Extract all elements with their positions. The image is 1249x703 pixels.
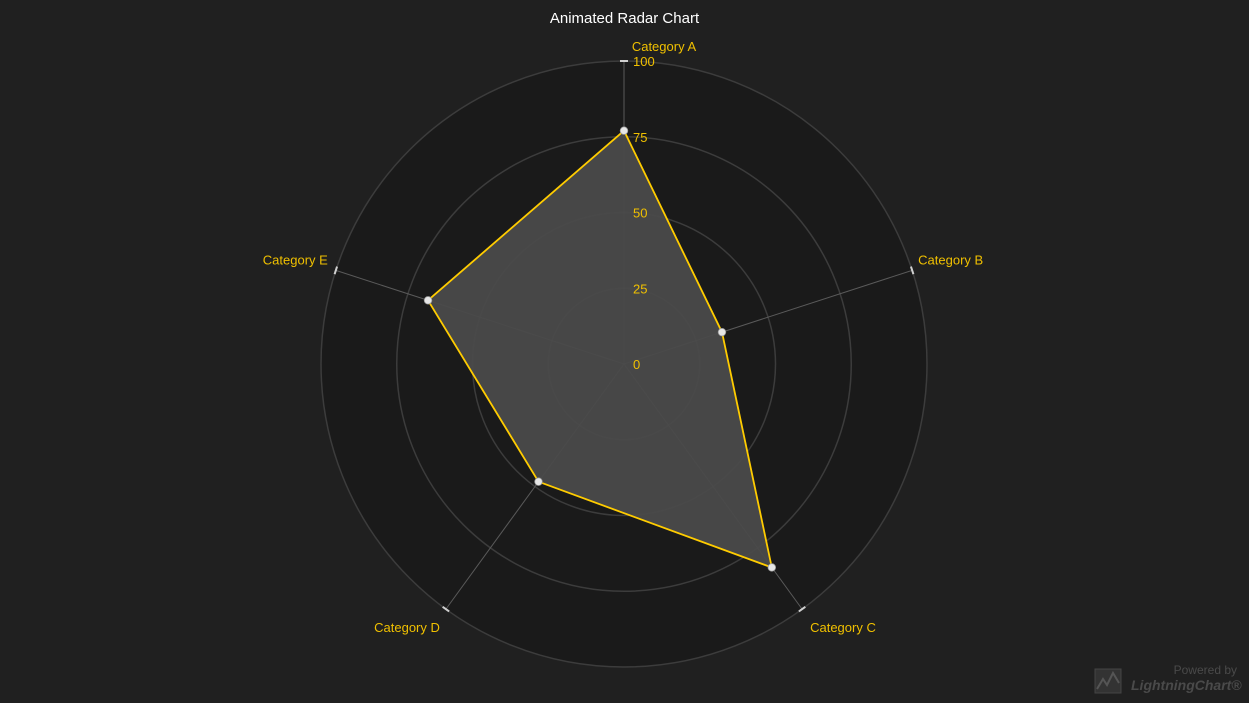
series-polygon [427, 129, 773, 569]
category-label-4: Category D [374, 620, 440, 635]
spoke-end-tick [333, 266, 339, 275]
spoke-end-tick [442, 605, 450, 613]
data-point-1 [619, 126, 629, 135]
category-labels: Category A Category B Category C Category D… [263, 39, 983, 635]
data-point-4 [534, 477, 543, 486]
series-points [423, 126, 777, 572]
category-label-3: Category C [810, 620, 876, 635]
category-label-1: Category A [632, 39, 697, 54]
watermark-powered-text: Powered by [1173, 663, 1237, 677]
radial-tick-label: 25 [633, 281, 647, 296]
tick-labels: 0 25 50 75 100 [633, 54, 655, 372]
radial-tick-label: 50 [633, 206, 647, 221]
data-point-2 [717, 327, 727, 337]
radial-tick-label: 75 [633, 130, 647, 145]
data-point-5 [423, 296, 433, 305]
watermark-brand-text: LightningChart® [1131, 677, 1242, 693]
category-label-2: Category B [918, 252, 983, 267]
data-point-3 [767, 563, 777, 572]
spoke-end-tick [798, 605, 806, 613]
chart-title: Animated Radar Chart [549, 10, 700, 27]
spoke-end-tick [909, 266, 915, 275]
radial-tick-label: 0 [633, 357, 640, 372]
series-area [427, 129, 773, 569]
radial-tick-label: 100 [633, 54, 655, 69]
category-label-5: Category E [263, 252, 328, 267]
lightningchart-logo-icon [1094, 668, 1122, 694]
lightningchart-watermark[interactable]: Powered by LightningChart® [1093, 663, 1243, 699]
